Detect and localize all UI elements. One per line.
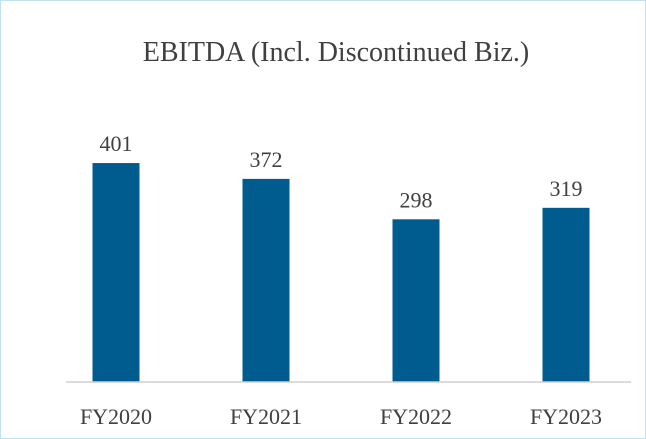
- x-tick-label: FY2022: [380, 404, 452, 429]
- chart-title: EBITDA (Incl. Discontinued Biz.): [142, 37, 530, 68]
- data-label: 298: [400, 187, 433, 212]
- bar: [92, 163, 140, 382]
- data-label: 401: [100, 131, 133, 156]
- x-tick-label: FY2020: [80, 404, 152, 429]
- x-tick-label: FY2021: [230, 404, 302, 429]
- bar: [242, 178, 290, 382]
- bar: [542, 207, 590, 382]
- data-label: 372: [250, 147, 283, 172]
- bar: [392, 219, 440, 382]
- x-tick-label: FY2023: [530, 404, 602, 429]
- data-label: 319: [550, 176, 583, 201]
